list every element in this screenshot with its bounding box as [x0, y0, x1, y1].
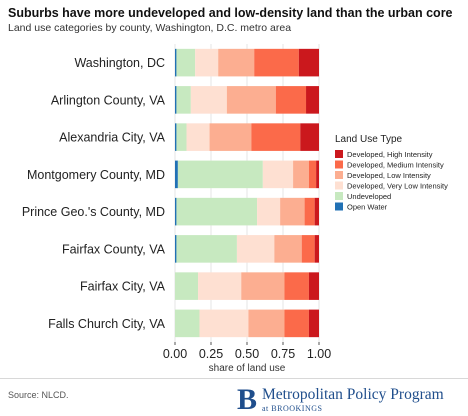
bar-segment	[177, 160, 263, 189]
bar-segment	[190, 86, 227, 114]
category-label: Prince Geo.'s County, MD	[22, 205, 165, 219]
bar-segment	[175, 86, 177, 114]
bar-segment	[306, 86, 319, 114]
bar-segment	[175, 48, 177, 77]
bar-segment	[254, 48, 299, 77]
category-label: Washington, DC	[74, 56, 165, 70]
org-name: Metropolitan Policy Program	[262, 386, 444, 403]
x-tick-label: 0.50	[235, 347, 259, 361]
bars	[175, 48, 319, 338]
bar-segment	[300, 123, 319, 151]
category-labels: Washington, DC Arlington County, VA Alexan…	[22, 56, 166, 331]
brookings-logo-mark: B	[237, 383, 258, 416]
category-label: Alexandria City, VA	[59, 131, 165, 145]
stacked-bar-chart: Washington, DC Arlington County, VA Alexan…	[22, 44, 448, 374]
bar-segment	[175, 197, 177, 226]
legend-swatch	[335, 202, 343, 211]
category-label: Arlington County, VA	[51, 93, 166, 107]
bar-segment	[308, 272, 319, 300]
chart-subtitle: Land use categories by county, Washingto…	[8, 22, 292, 34]
legend-swatch	[335, 181, 343, 190]
legend-label: Undeveloped	[347, 192, 391, 201]
bar-segment	[280, 197, 305, 226]
bar-segment	[176, 235, 237, 263]
bar-segment	[284, 309, 309, 338]
bar-segment	[241, 272, 285, 300]
org-subtitle: at BROOKINGS	[262, 404, 323, 413]
bar-segment	[176, 48, 196, 77]
bar-segment	[308, 309, 319, 338]
bar-segment	[195, 48, 219, 77]
bar-segment	[275, 86, 307, 114]
bar-segment	[236, 235, 275, 263]
legend-label: Developed, Low Intensity	[347, 171, 431, 180]
bar-segment	[175, 160, 178, 189]
source-note: Source: NLCD.	[8, 390, 69, 400]
footer-divider	[0, 378, 468, 379]
bar-segment	[175, 309, 200, 338]
bar-segment	[316, 160, 319, 189]
bar-segment	[284, 272, 309, 300]
bar-segment	[251, 123, 301, 151]
bar-segment	[218, 48, 255, 77]
bar-segment	[176, 123, 187, 151]
bar-segment	[176, 197, 258, 226]
bar-segment	[175, 272, 199, 300]
bar-segment	[274, 235, 302, 263]
x-axis-label: share of land use	[209, 363, 286, 374]
legend-label: Open Water	[347, 203, 388, 212]
x-tick-labels: 0.00 0.25 0.50 0.75 1.00	[163, 342, 331, 361]
bar-segment	[175, 123, 177, 151]
legend: Land Use Type Developed, High Intensity D…	[335, 134, 448, 212]
bar-segment	[308, 160, 317, 189]
bar-segment	[293, 160, 309, 189]
bar-segment	[301, 235, 315, 263]
category-label: Falls Church City, VA	[48, 317, 166, 331]
bar-segment	[248, 309, 285, 338]
bar-segment	[175, 235, 177, 263]
bar-segment	[209, 123, 252, 151]
legend-label: Developed, High Intensity	[347, 150, 433, 159]
bar-segment	[298, 48, 319, 77]
x-tick-label: 0.75	[271, 347, 295, 361]
chart-title: Suburbs have more undeveloped and low-de…	[8, 6, 453, 20]
bar-segment	[257, 197, 281, 226]
bar-segment	[314, 235, 319, 263]
x-tick-label: 0.00	[163, 347, 187, 361]
bar-segment	[304, 197, 315, 226]
legend-swatch	[335, 192, 343, 200]
legend-title: Land Use Type	[335, 134, 403, 145]
bar-segment	[176, 86, 191, 114]
x-tick-label: 0.25	[199, 347, 223, 361]
bar-segment	[199, 309, 249, 338]
legend-swatch	[335, 171, 343, 179]
category-label: Fairfax City, VA	[80, 280, 166, 294]
bar-segment	[262, 160, 294, 189]
x-tick-label: 1.00	[307, 347, 331, 361]
category-label: Montgomery County, MD	[27, 168, 165, 182]
bar-segment	[198, 272, 242, 300]
bar-segment	[314, 197, 319, 226]
legend-swatch	[335, 160, 343, 169]
bar-segment	[226, 86, 276, 114]
category-label: Fairfax County, VA	[62, 242, 166, 256]
bar-segment	[186, 123, 210, 151]
legend-swatch	[335, 150, 343, 158]
legend-label: Developed, Very Low Intensity	[347, 182, 448, 191]
legend-label: Developed, Medium Intensity	[347, 161, 444, 170]
